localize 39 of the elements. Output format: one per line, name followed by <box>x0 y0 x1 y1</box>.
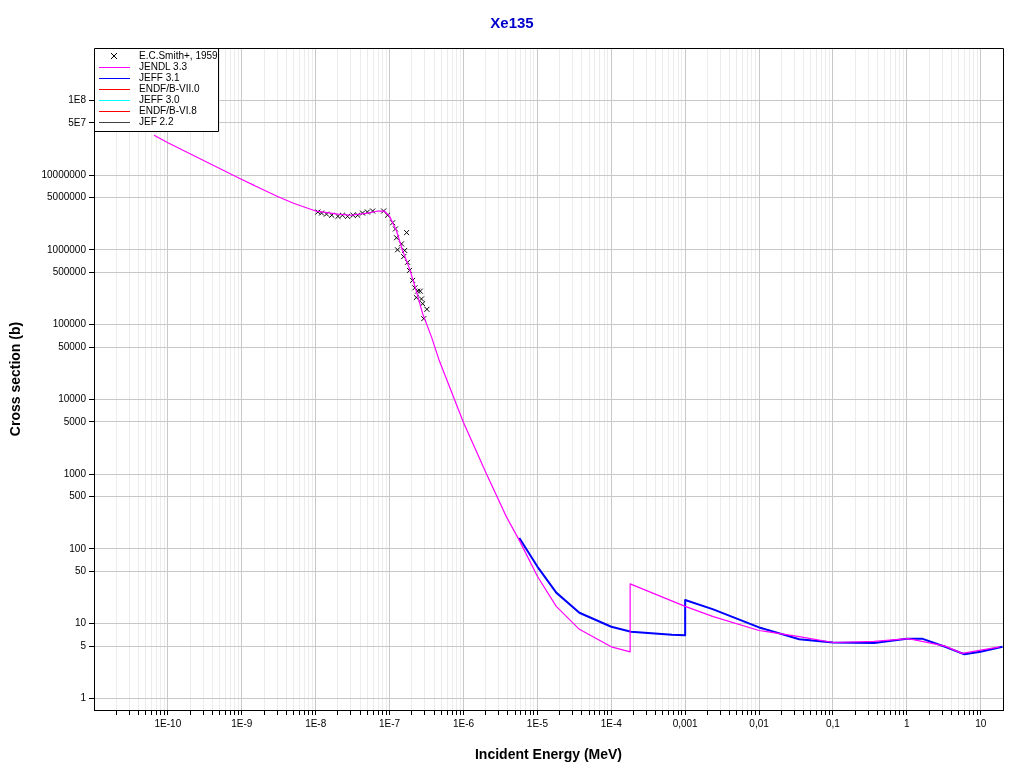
y-axis-title: Cross section (b) <box>7 321 24 437</box>
y-tick-label: 10000000 <box>41 168 87 180</box>
y-tick-label: 5 <box>80 639 87 651</box>
y-tick-label: 500000 <box>52 266 87 278</box>
x-tick-label: 1E-6 <box>452 717 475 729</box>
x-tick-label: 10 <box>975 717 987 729</box>
y-tick-label: 100 <box>69 542 87 554</box>
y-tick-label: 5000 <box>63 415 87 427</box>
x-tick-label: 0,001 <box>672 717 699 729</box>
x-tick-label: 1E-4 <box>600 717 623 729</box>
x-tick-label: 0,01 <box>749 717 770 729</box>
y-tick-label: 1E8 <box>68 94 87 106</box>
y-tick-label: 1 <box>80 692 87 704</box>
legend-label: JEF 2.2 <box>139 115 174 127</box>
legend-label: ENDF/B-VI.8 <box>139 104 198 116</box>
y-tick-label: 50000 <box>58 340 87 352</box>
legend-label: E.C.Smith+, 1959 <box>139 49 219 61</box>
y-tick-label: 50 <box>74 565 87 577</box>
x-tick-label: 0,1 <box>826 717 841 729</box>
y-tick-label: 1000000 <box>47 243 87 255</box>
legend-label: JEFF 3.1 <box>139 71 180 83</box>
x-tick-label: 1E-5 <box>526 717 549 729</box>
y-tick-label: 5E7 <box>68 116 87 128</box>
x-tick-label: 1E-8 <box>305 717 327 729</box>
y-tick-label: 500 <box>69 490 87 502</box>
x-tick-label: 1E-9 <box>231 717 253 729</box>
x-tick-label: 1 <box>904 717 911 729</box>
legend-label: JEFF 3.0 <box>139 93 180 105</box>
y-tick-label: 1000 <box>63 467 87 479</box>
y-tick-label: 10 <box>74 617 87 629</box>
chart-title: Xe135 <box>490 14 534 32</box>
y-tick-label: 100000 <box>52 318 87 330</box>
y-tick-label: 10000 <box>58 393 87 405</box>
x-axis-title: Incident Energy (MeV) <box>474 746 623 763</box>
legend-label: ENDF/B-VII.0 <box>139 82 200 94</box>
x-tick-label: 1E-10 <box>154 717 182 729</box>
legend-label: JENDL 3.3 <box>139 60 188 72</box>
x-tick-label: 1E-7 <box>379 717 401 729</box>
y-tick-label: 5000000 <box>47 191 87 203</box>
